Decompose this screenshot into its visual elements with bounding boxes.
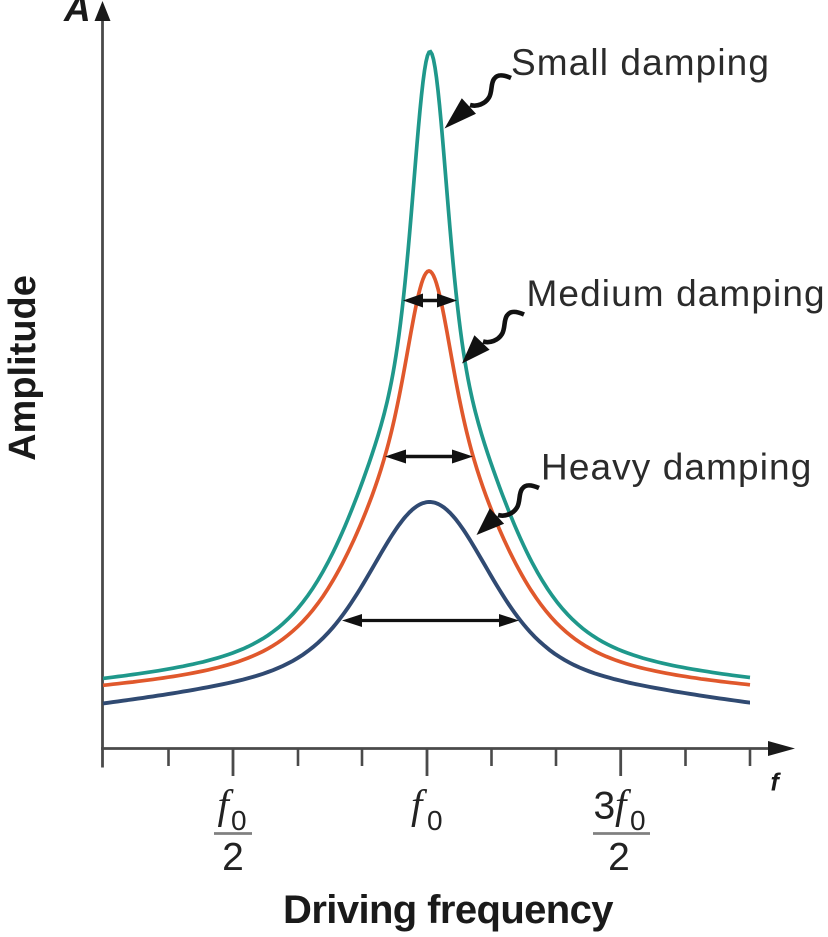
- svg-text:A: A: [63, 0, 91, 29]
- svg-text:0: 0: [427, 805, 443, 836]
- svg-text:Heavy damping: Heavy damping: [541, 447, 812, 488]
- svg-text:Small damping: Small damping: [511, 42, 770, 83]
- svg-text:Medium damping: Medium damping: [527, 273, 826, 314]
- svg-text:3: 3: [594, 785, 616, 828]
- svg-text:0: 0: [630, 805, 646, 836]
- svg-text:f: f: [771, 769, 782, 797]
- svg-text:Driving frequency: Driving frequency: [283, 888, 614, 932]
- svg-text:2: 2: [608, 836, 630, 879]
- svg-text:2: 2: [222, 836, 244, 879]
- svg-text:0: 0: [231, 805, 247, 836]
- svg-text:Amplitude: Amplitude: [2, 275, 44, 461]
